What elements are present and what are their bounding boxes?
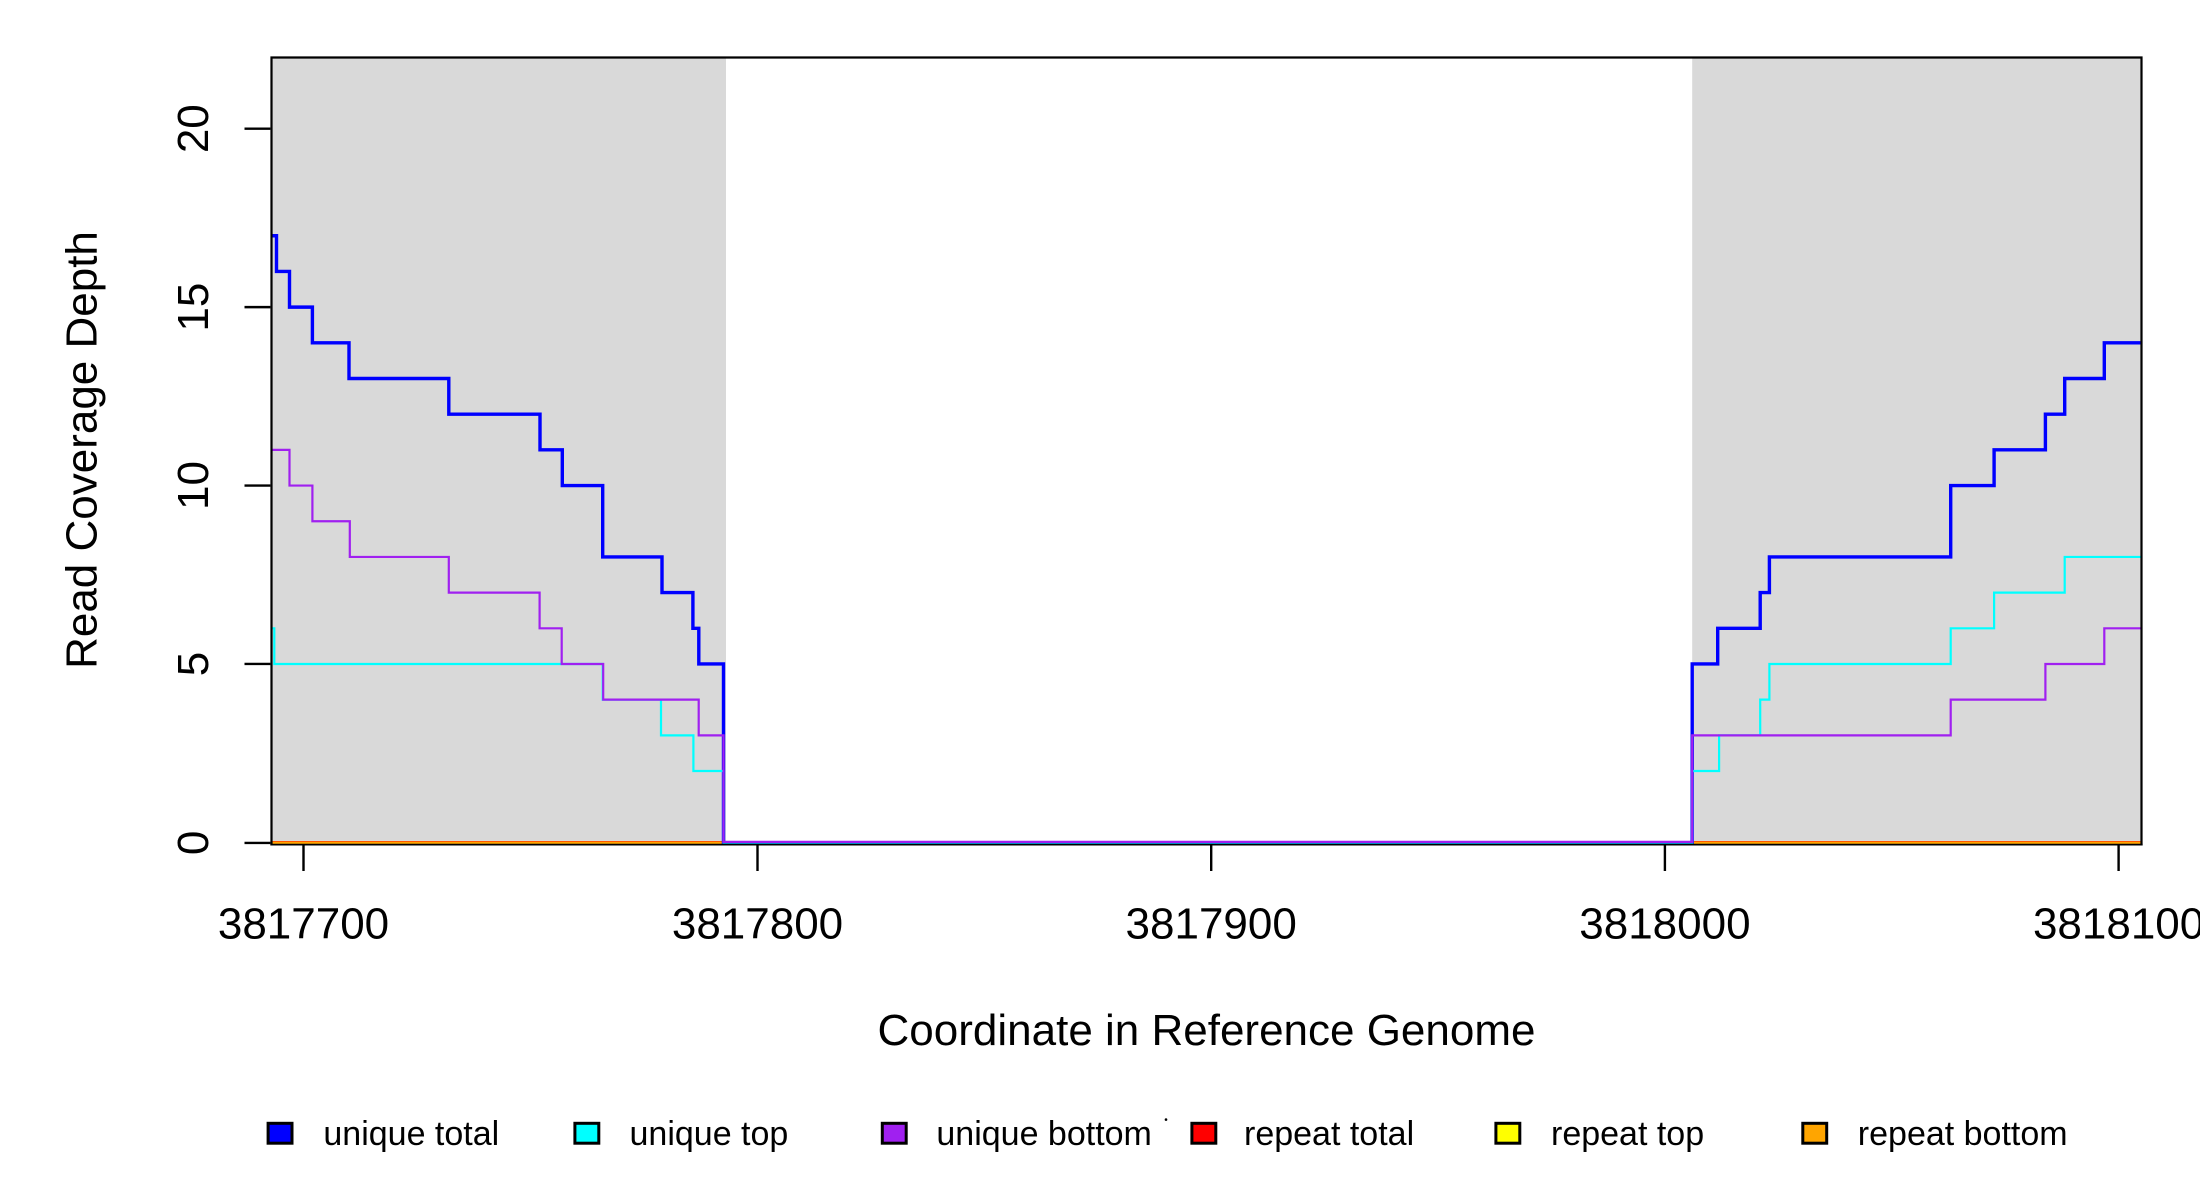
svg-text:3817700: 3817700	[218, 900, 389, 949]
svg-text:3818100: 3818100	[2033, 900, 2200, 949]
svg-text:10: 10	[169, 461, 218, 510]
svg-text:5: 5	[169, 652, 218, 676]
svg-text:0: 0	[169, 831, 218, 855]
svg-text:unique bottom: unique bottom	[936, 1115, 1152, 1153]
svg-text:3817800: 3817800	[672, 900, 843, 949]
svg-text:repeat total: repeat total	[1244, 1115, 1414, 1153]
svg-text:20: 20	[169, 104, 218, 153]
svg-text:unique total: unique total	[323, 1115, 499, 1153]
svg-text:repeat top: repeat top	[1551, 1115, 1704, 1153]
svg-text:15: 15	[169, 283, 218, 332]
svg-text:3817900: 3817900	[1126, 900, 1297, 949]
svg-text:repeat bottom: repeat bottom	[1858, 1115, 2068, 1153]
svg-text:3818000: 3818000	[1579, 900, 1750, 949]
svg-text:Read Coverage Depth: Read Coverage Depth	[58, 231, 107, 669]
svg-text:unique top: unique top	[630, 1115, 789, 1153]
svg-text:Coordinate in Reference Genome: Coordinate in Reference Genome	[878, 1006, 1536, 1055]
